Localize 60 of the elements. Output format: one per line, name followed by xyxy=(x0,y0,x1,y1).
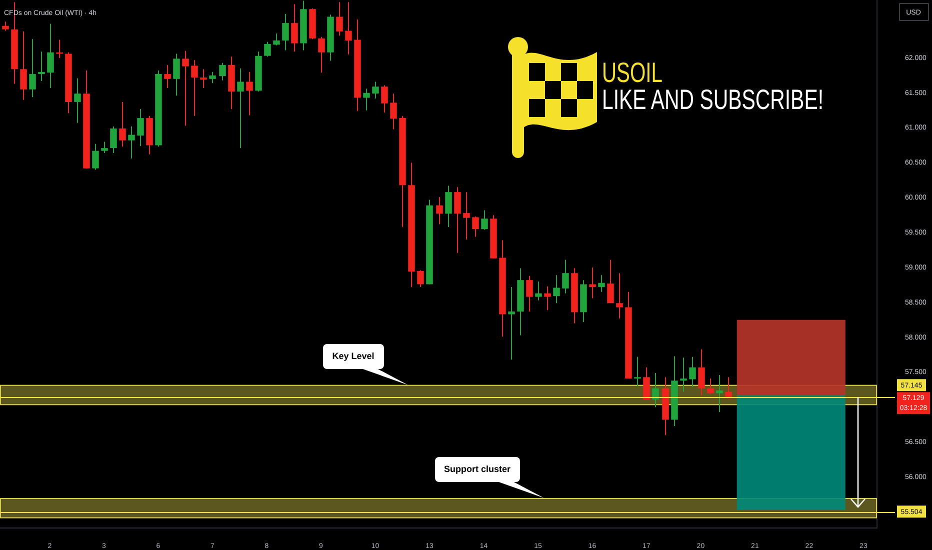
candlestick xyxy=(616,272,623,319)
candlestick xyxy=(372,81,379,99)
candlestick xyxy=(282,13,289,51)
candlestick xyxy=(200,68,207,88)
candlestick xyxy=(544,286,551,311)
band-label: Key Level xyxy=(332,350,374,362)
candlestick xyxy=(246,71,253,116)
candlestick xyxy=(589,266,596,299)
candlestick xyxy=(237,68,244,149)
candlestick xyxy=(643,366,650,400)
candlestick xyxy=(29,38,36,98)
candlestick xyxy=(553,274,560,304)
candlestick xyxy=(698,348,705,396)
candlestick xyxy=(598,274,605,292)
candlestick xyxy=(219,62,226,81)
candlestick xyxy=(472,216,479,238)
candlestick xyxy=(417,270,424,288)
candlestick xyxy=(436,196,443,225)
candlestick xyxy=(173,53,180,96)
candlestick xyxy=(47,23,54,88)
candlestick xyxy=(92,143,99,170)
candlestick xyxy=(390,93,397,130)
candlestick xyxy=(463,192,470,240)
candlestick xyxy=(481,210,488,230)
candlestick xyxy=(2,21,9,32)
candlestick xyxy=(381,84,388,113)
candlestick xyxy=(182,50,189,126)
candlestick xyxy=(562,259,569,294)
candlestick xyxy=(110,126,117,154)
candlestick xyxy=(20,30,27,100)
candlestick xyxy=(273,33,280,46)
candlestick xyxy=(191,60,198,116)
candlestick xyxy=(363,88,370,111)
candlestick xyxy=(607,259,614,304)
candlestick xyxy=(454,186,461,254)
candlestick xyxy=(707,378,714,394)
candlestick xyxy=(318,36,325,74)
candlestick xyxy=(119,101,126,148)
candlestick xyxy=(38,51,45,82)
candlestick xyxy=(689,356,696,388)
candlestick xyxy=(264,41,271,58)
candlestick xyxy=(336,2,343,36)
candlestick xyxy=(128,126,135,160)
candlestick xyxy=(291,4,298,52)
candlestick xyxy=(535,280,542,301)
candlestick xyxy=(526,275,533,312)
candlestick xyxy=(652,372,659,408)
candlestick xyxy=(164,64,171,88)
candlestick xyxy=(680,357,687,392)
candlestick xyxy=(508,286,515,360)
candlestick xyxy=(56,39,63,58)
candlestick xyxy=(74,78,81,124)
candlestick xyxy=(634,356,641,387)
candlestick xyxy=(445,185,452,228)
band-label: Support cluster xyxy=(444,464,510,475)
candlestick xyxy=(345,2,352,55)
candlestick xyxy=(137,108,144,146)
candlestick xyxy=(101,141,108,154)
candlestick xyxy=(209,71,216,84)
candlestick xyxy=(716,374,723,413)
